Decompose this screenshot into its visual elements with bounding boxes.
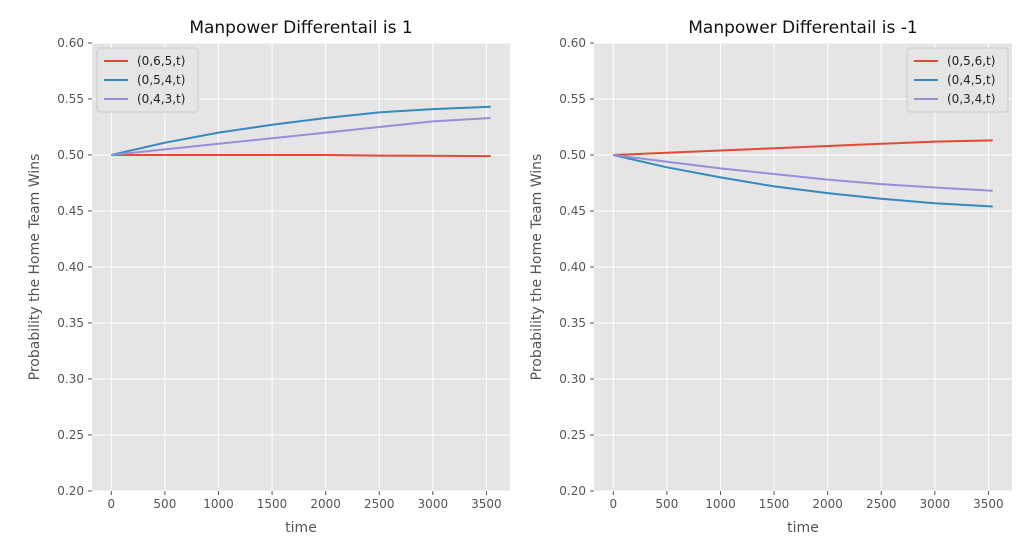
legend-label: (0,6,5,t): [137, 54, 185, 68]
x-tick-label: 3000: [418, 497, 449, 511]
series-line-3: [613, 154, 993, 192]
y-tick-label: 0.55: [559, 92, 586, 106]
legend: (0,5,6,t) (0,4,5,t) (0,3,4,t): [906, 47, 1009, 113]
y-tick-label: 0.60: [57, 36, 84, 50]
chart-title: Manpower Differentail is -1: [688, 18, 918, 38]
y-tick-label: 0.30: [57, 372, 84, 386]
y-axis-label: Probability the Home Team Wins: [27, 154, 43, 381]
y-tick-label: 0.40: [559, 260, 586, 274]
x-axis-label: time: [285, 520, 317, 536]
x-tick-label: 500: [655, 497, 678, 511]
series-line-1: [111, 154, 491, 158]
y-tick-label: 0.55: [57, 92, 84, 106]
x-tick-label: 3500: [973, 497, 1004, 511]
x-tick-label: 3500: [471, 497, 502, 511]
x-tick-label: 1000: [705, 497, 736, 511]
y-tick-label: 0.60: [559, 36, 586, 50]
x-tick-label: 500: [153, 497, 176, 511]
x-tick-label: 2500: [364, 497, 395, 511]
y-tick-label: 0.30: [559, 372, 586, 386]
legend-box: [906, 47, 1009, 113]
legend-label: (0,4,3,t): [137, 92, 185, 106]
x-tick-label: 0: [107, 497, 115, 511]
x-tick-label: 2500: [866, 497, 897, 511]
legend-box: [96, 47, 199, 113]
x-tick-label: 3000: [920, 497, 951, 511]
x-tick-label: 2000: [812, 497, 843, 511]
y-tick-label: 0.25: [57, 428, 84, 442]
y-tick-label: 0.40: [57, 260, 84, 274]
x-tick-label: 1000: [203, 497, 234, 511]
legend: (0,6,5,t) (0,5,4,t) (0,4,3,t): [96, 47, 199, 113]
y-tick-label: 0.35: [559, 316, 586, 330]
y-tick-label: 0.25: [559, 428, 586, 442]
x-tick-label: 1500: [759, 497, 790, 511]
series-line-2: [613, 154, 993, 208]
chart-panel-1: 0.20 0.25 0.30 0.35 0.40 0.45 0.50 0.55 0.60 0 500…: [27, 18, 510, 536]
x-axis-label: time: [787, 520, 819, 536]
y-tick-label: 0.20: [559, 484, 586, 498]
x-tick-label: 1500: [257, 497, 288, 511]
y-tick-label: 0.20: [57, 484, 84, 498]
chart-panel-2: 0.20 0.25 0.30 0.35 0.40 0.45 0.50 0.55 0.60 0 500…: [529, 18, 1012, 536]
legend-label: (0,4,5,t): [947, 73, 995, 87]
y-tick-label: 0.50: [57, 148, 84, 162]
y-axis-label: Probability the Home Team Wins: [529, 154, 545, 381]
y-tick-label: 0.35: [57, 316, 84, 330]
legend-label: (0,5,4,t): [137, 73, 185, 87]
x-tick-label: 2000: [310, 497, 341, 511]
series-line-3: [111, 117, 491, 156]
y-tick-label: 0.45: [559, 204, 586, 218]
x-tick-label: 0: [609, 497, 617, 511]
y-tick-label: 0.45: [57, 204, 84, 218]
y-tick-label: 0.50: [559, 148, 586, 162]
legend-label: (0,5,6,t): [947, 54, 995, 68]
chart-title: Manpower Differentail is 1: [189, 18, 412, 38]
series-line-1: [613, 139, 993, 156]
legend-label: (0,3,4,t): [947, 92, 995, 106]
series-line-2: [111, 105, 491, 156]
